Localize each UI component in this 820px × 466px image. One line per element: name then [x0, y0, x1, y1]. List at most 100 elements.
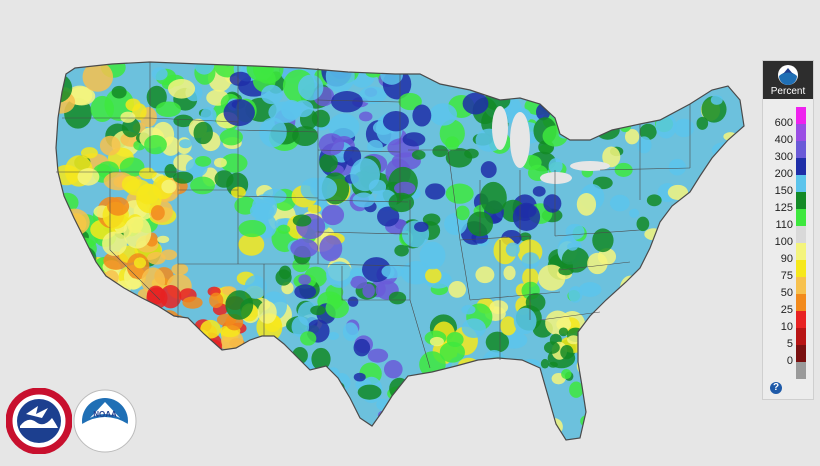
- precip-cell: [595, 338, 605, 347]
- precip-cell: [646, 194, 662, 207]
- precip-cell: [249, 202, 275, 220]
- precip-cell: [709, 159, 727, 181]
- precip-cell: [63, 266, 82, 286]
- precip-cell: [367, 139, 383, 154]
- legend-label: 0: [786, 355, 793, 367]
- precip-cell: [388, 291, 407, 305]
- legend-swatch: [796, 328, 806, 345]
- precip-cell: [640, 267, 652, 277]
- precip-cell: [342, 322, 359, 342]
- precip-cell: [481, 349, 507, 379]
- precip-cell: [727, 178, 744, 197]
- precip-cell: [614, 162, 633, 177]
- precip-cell: [513, 307, 537, 335]
- precip-cell: [566, 242, 579, 251]
- precip-cell: [707, 216, 726, 236]
- precip-cell: [350, 275, 368, 289]
- precip-cell: [569, 381, 584, 398]
- precip-cell: [325, 62, 355, 93]
- precip-cell: [540, 358, 550, 369]
- precip-cell: [56, 287, 75, 309]
- precip-cell: [157, 310, 181, 334]
- legend-swatch: [796, 107, 806, 124]
- precip-cell: [317, 383, 341, 398]
- state-boundaries: [56, 62, 691, 369]
- precip-cell: [352, 192, 375, 208]
- legend-swatch: [796, 192, 806, 209]
- precip-cell: [550, 105, 564, 119]
- precip-cell: [290, 238, 319, 258]
- precip-cell: [718, 214, 738, 228]
- precip-cell: [462, 92, 489, 115]
- legend-swatch: [796, 141, 806, 158]
- precip-cell: [311, 109, 330, 128]
- precip-cell: [246, 62, 274, 81]
- precip-cell: [174, 334, 188, 347]
- precip-cell: [268, 101, 300, 124]
- precip-cell: [609, 194, 630, 212]
- precip-cell: [141, 310, 159, 327]
- legend-label: 125: [774, 202, 793, 214]
- precip-cell: [151, 67, 168, 81]
- noaa-small-icon: [778, 65, 798, 85]
- precip-cell: [479, 181, 507, 214]
- precip-cell: [321, 204, 345, 226]
- precip-cell: [326, 380, 345, 395]
- precip-cell: [56, 73, 73, 104]
- legend-swatch: [796, 175, 806, 192]
- precip-cell: [448, 281, 466, 298]
- precip-cell: [710, 246, 725, 264]
- precip-cell: [543, 341, 560, 354]
- precip-cell: [146, 285, 165, 305]
- precip-cell: [319, 153, 338, 173]
- lake: [540, 172, 572, 184]
- precip-cell: [229, 71, 252, 87]
- precip-cell: [429, 336, 444, 347]
- precip-cell: [515, 204, 537, 218]
- precip-cell: [214, 170, 234, 188]
- noaa-logo: NOAA: [73, 389, 137, 453]
- precip-cell: [414, 221, 429, 232]
- precip-cell: [595, 120, 620, 140]
- precip-cell: [475, 266, 495, 284]
- precip-cell: [292, 214, 312, 227]
- precip-cell: [231, 186, 246, 199]
- precip-cell: [362, 283, 375, 299]
- legend-swatch: [796, 243, 806, 260]
- precip-cell: [160, 284, 182, 309]
- precip-cell: [150, 205, 165, 221]
- precip-cell: [200, 319, 221, 339]
- precip-cell: [171, 263, 189, 276]
- precip-cell: [667, 184, 689, 200]
- precip-cell: [357, 384, 382, 400]
- precip-cell: [325, 298, 349, 319]
- precip-cell: [561, 247, 590, 273]
- precip-cell: [70, 271, 101, 298]
- legend-label: 90: [780, 253, 793, 265]
- precip-cell: [382, 110, 409, 132]
- precip-cell: [297, 74, 324, 101]
- precip-cell: [614, 104, 627, 113]
- precip-cell: [220, 153, 248, 173]
- legend-label: 200: [774, 168, 793, 180]
- precip-cell: [56, 265, 78, 293]
- precip-cell: [592, 228, 614, 253]
- precip-cell: [144, 135, 167, 155]
- precip-cell: [120, 111, 136, 123]
- precip-cell: [668, 158, 686, 176]
- help-icon[interactable]: ?: [770, 382, 782, 394]
- legend-swatch: [796, 124, 806, 141]
- precip-cell: [161, 179, 177, 194]
- precip-cell: [310, 177, 338, 200]
- legend-header: Percent: [763, 61, 813, 99]
- precip-cell: [301, 393, 317, 411]
- precip-cell: [147, 251, 166, 265]
- precip-cell: [223, 99, 255, 127]
- precip-cell: [688, 277, 707, 294]
- precip-cell: [696, 249, 717, 261]
- precip-cell: [464, 148, 479, 159]
- precip-cell: [690, 281, 708, 296]
- legend-panel: Percent 600 400 300 200 150 125 110 100 90 75 50 25…: [762, 60, 814, 400]
